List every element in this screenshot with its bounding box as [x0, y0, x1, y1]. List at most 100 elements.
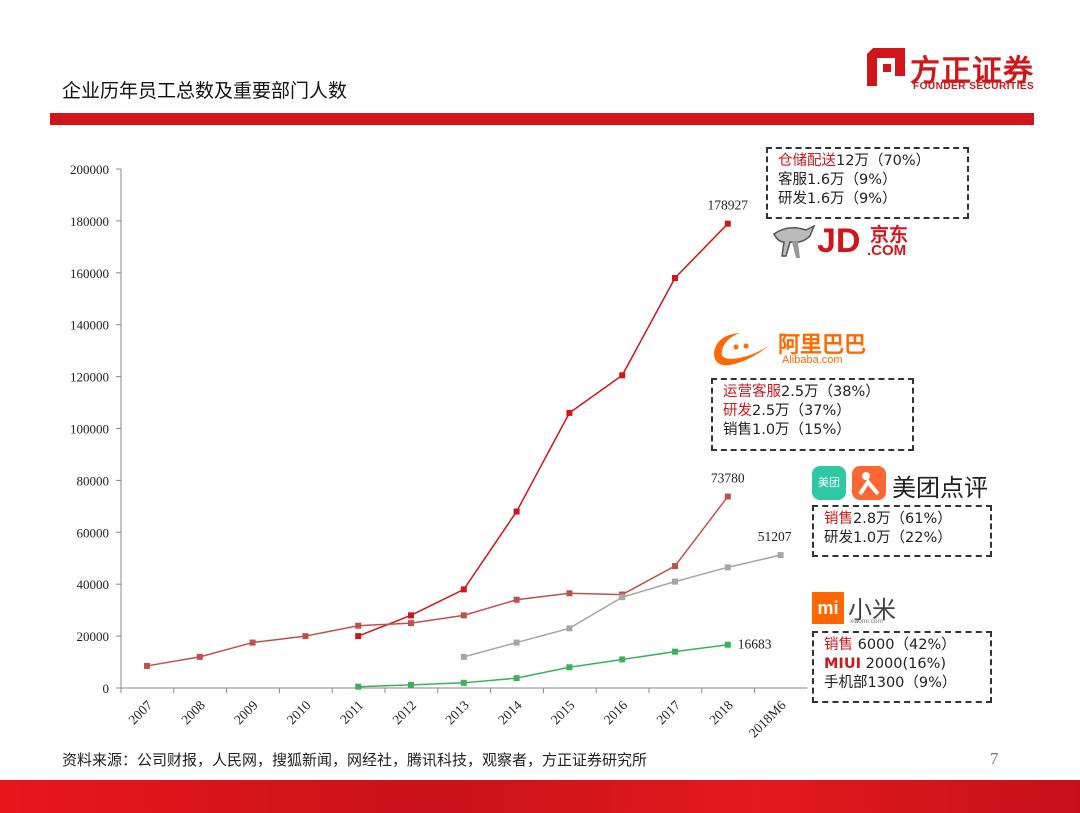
- data-point: [513, 596, 520, 603]
- x-tick-label: 2014: [495, 697, 525, 727]
- alibaba-line-3: 销售1.0万（15%）: [723, 421, 902, 440]
- y-tick-label: 200000: [70, 162, 109, 177]
- y-tick-label: 40000: [77, 577, 110, 592]
- meituan-logo: 美团 美团点评: [812, 466, 1002, 506]
- series-4: [355, 641, 731, 690]
- y-tick-label: 140000: [70, 318, 109, 333]
- data-point: [566, 625, 573, 632]
- jd-logo-cn: 京东: [870, 224, 909, 246]
- alibaba-line-2: 研发2.5万（37%）: [723, 402, 902, 421]
- series-line: [358, 643, 728, 688]
- data-point: [355, 633, 362, 640]
- data-point: [249, 639, 256, 646]
- source-note: 资料来源：公司财报，人民网，搜狐新闻，网经社，腾讯科技，观察者，方正证券研究所: [62, 751, 648, 769]
- alibaba-line-3-text: 销售1.0万（15%）: [723, 422, 851, 438]
- x-tick-label: 2008: [178, 697, 208, 727]
- data-label: 73780: [711, 471, 745, 486]
- series-line: [357, 223, 729, 637]
- data-point: [408, 612, 414, 619]
- x-tick-label: 2010: [284, 697, 314, 727]
- jd-annotation-box: 仓储配送12万（70%） 客服1.6万（9%） 研发1.6万（9%）: [766, 147, 969, 219]
- x-tick-label: 2013: [442, 697, 472, 727]
- xiaomi-logo-sub: xiaomi.com: [850, 618, 883, 625]
- alibaba-line-1-text: 2.5万（38%）: [781, 384, 880, 400]
- x-tick-label: 2018M6: [746, 697, 789, 740]
- data-label: 178927: [708, 198, 749, 213]
- jd-line-3-text: 研发1.6万（9%）: [778, 191, 897, 207]
- data-point: [566, 664, 573, 671]
- meituan-line-1: 销售2.8万（61%）: [824, 510, 980, 529]
- y-tick-label: 20000: [77, 629, 110, 644]
- logo-en-text: FOUNDER SECURITIES: [913, 81, 1035, 92]
- xiaomi-logo: mi 小米 xiaomi.com: [812, 592, 912, 628]
- chart-series: [144, 220, 784, 690]
- data-point: [144, 662, 150, 669]
- y-tick-label: 80000: [77, 473, 110, 488]
- data-point: [724, 493, 731, 500]
- alibaba-smile-icon: [714, 333, 770, 366]
- xiaomi-line-2-text: 2000(16%): [861, 656, 947, 672]
- x-tick-label: 2018: [706, 697, 736, 727]
- data-point: [566, 590, 573, 597]
- chart-axes: 0 20000 40000 60000 80000 100000 120000 140000 1…: [70, 162, 808, 740]
- y-tick-label: 0: [103, 681, 110, 696]
- y-tick-label: 100000: [70, 422, 109, 437]
- header-divider: [50, 113, 1034, 125]
- data-point: [460, 653, 467, 660]
- xiaomi-line-1: 销售 6000（42%）: [824, 636, 980, 655]
- chart-data-labels: 178927 73780 51207 16683: [708, 198, 792, 652]
- alibaba-annotation-box: 运营客服2.5万（38%） 研发2.5万（37%） 销售1.0万（15%）: [711, 378, 914, 451]
- data-point: [513, 508, 520, 515]
- xiaomi-line-2: MIUI 2000(16%): [824, 655, 980, 674]
- xiaomi-line-1-text: 6000（42%）: [853, 637, 956, 653]
- xiaomi-line-2-highlight: MIUI: [824, 656, 861, 672]
- meituan-annotation-box: 销售2.8万（61%） 研发1.0万（22%）: [812, 505, 992, 557]
- meituan-icon: 美团: [812, 466, 846, 500]
- alibaba-line-2-highlight: 研发: [723, 403, 752, 419]
- data-point: [619, 594, 626, 601]
- data-label: 51207: [758, 529, 792, 544]
- data-point: [672, 648, 678, 655]
- alibaba-logo: 阿里巴巴 Alibaba.com: [710, 327, 870, 371]
- series-line: [146, 592, 623, 667]
- founder-logo-icon: [867, 48, 905, 86]
- data-point: [724, 220, 731, 227]
- xiaomi-line-3: 手机部1300（9%）: [824, 674, 980, 693]
- jd-line-1-text: 12万（70%）: [836, 153, 931, 169]
- data-point: [460, 612, 467, 619]
- xiaomi-icon: mi: [812, 592, 844, 624]
- jd-logo: JD 京东 .COM: [770, 220, 920, 264]
- data-point: [513, 675, 520, 682]
- jd-logo-sub: .COM: [867, 242, 907, 259]
- xiaomi-annotation-box: 销售 6000（42%） MIUI 2000(16%) 手机部1300（9%）: [812, 631, 992, 703]
- jd-logo-text: JD: [817, 222, 861, 260]
- alibaba-logo-cn: 阿里巴巴: [778, 333, 867, 358]
- data-point: [672, 578, 678, 585]
- xiaomi-logo-text: 小米: [848, 596, 896, 624]
- data-point: [355, 622, 362, 629]
- data-point: [724, 641, 731, 648]
- data-point: [619, 656, 626, 663]
- jd-line-2: 客服1.6万（9%）: [778, 171, 957, 190]
- x-tick-label: 2017: [653, 697, 683, 727]
- meituan-line-2: 研发1.0万（22%）: [824, 529, 980, 548]
- page-title: 企业历年员工总数及重要部门人数: [62, 80, 348, 102]
- jd-dog-icon: [773, 224, 816, 258]
- y-tick-label: 60000: [77, 525, 110, 540]
- data-point: [408, 620, 414, 627]
- series-line: [463, 554, 781, 658]
- y-tick-label: 160000: [70, 266, 109, 281]
- data-point: [302, 633, 309, 640]
- jd-line-1-highlight: 仓储配送: [778, 153, 836, 169]
- data-point: [355, 683, 362, 690]
- jd-line-3: 研发1.6万（9%）: [778, 190, 957, 209]
- alibaba-logo-sub: Alibaba.com: [782, 354, 843, 366]
- logo-cn-text: 方正证券: [910, 54, 1034, 89]
- x-tick-label: 2009: [231, 697, 261, 727]
- data-point: [672, 563, 678, 570]
- data-point: [566, 409, 573, 416]
- dianping-icon: [852, 466, 886, 500]
- x-tick-label: 2015: [548, 697, 578, 727]
